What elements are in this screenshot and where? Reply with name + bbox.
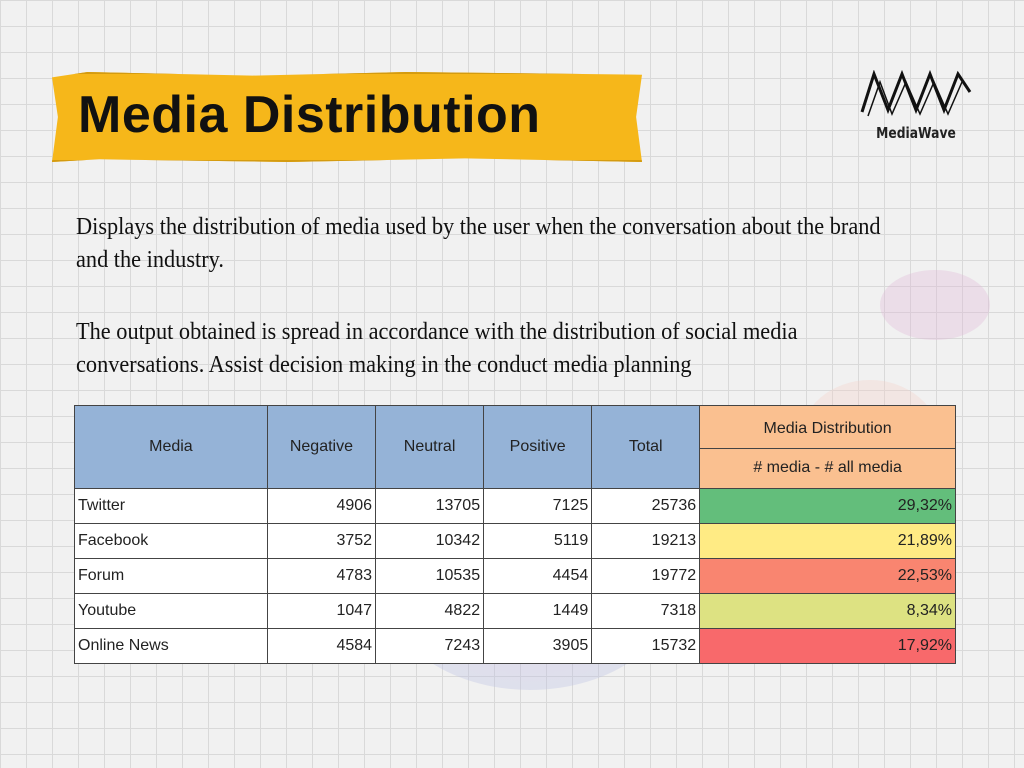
cell-positive: 7125 [483,488,593,524]
header-total: Total [591,405,701,489]
header-media: Media [74,405,268,489]
cell-neutral: 7243 [375,628,485,664]
cell-share: 8,34% [699,593,956,629]
cell-share: 21,89% [699,523,956,559]
cell-total: 25736 [591,488,701,524]
logo-text: MediaWave [876,124,956,142]
header-media-distribution: Media Distribution [699,405,956,449]
header-negative: Negative [266,405,377,489]
cell-total: 19213 [591,523,701,559]
header-distribution-formula: # media - # all media [699,447,956,490]
header-positive: Positive [483,405,593,489]
table-row: Online News 4584 7243 3905 15732 17,92% [74,628,956,664]
cell-share: 29,32% [699,488,956,524]
page-title: Media Distribution [78,86,541,144]
background-decoration [880,270,990,340]
cell-positive: 3905 [483,628,593,664]
cell-negative: 4584 [266,628,377,664]
cell-media: Facebook [74,523,268,559]
cell-neutral: 10342 [375,523,485,559]
cell-share: 22,53% [699,558,956,594]
table-row: Youtube 1047 4822 1449 7318 8,34% [74,593,956,629]
mediawave-logo-icon [860,70,972,117]
table-row: Forum 4783 10535 4454 19772 22,53% [74,558,956,594]
title-banner [52,72,642,162]
cell-positive: 5119 [483,523,593,559]
cell-neutral: 10535 [375,558,485,594]
cell-neutral: 13705 [375,488,485,524]
table-row: Facebook 3752 10342 5119 19213 21,89% [74,523,956,559]
cell-negative: 4783 [266,558,377,594]
header-neutral: Neutral [375,405,485,489]
cell-media: Youtube [74,593,268,629]
cell-positive: 1449 [483,593,593,629]
cell-share: 17,92% [699,628,956,664]
cell-negative: 1047 [266,593,377,629]
table-subheader-row: # media - # all media [75,447,956,490]
cell-total: 15732 [591,628,701,664]
cell-media: Forum [74,558,268,594]
cell-positive: 4454 [483,558,593,594]
cell-media: Twitter [74,488,268,524]
description-paragraph: Displays the distribution of media used … [76,214,881,273]
table-header-row: Media Negative Neutral Positive Total Me… [74,405,956,489]
cell-total: 7318 [591,593,701,629]
output-paragraph: The output obtained is spread in accorda… [76,319,798,378]
cell-neutral: 4822 [375,593,485,629]
cell-total: 19772 [591,558,701,594]
cell-negative: 3752 [266,523,377,559]
table-row: Twitter 4906 13705 7125 25736 29,32% [74,488,956,524]
cell-negative: 4906 [266,488,377,524]
cell-media: Online News [74,628,268,664]
media-distribution-table: Media Negative Neutral Positive Total Me… [74,405,956,664]
